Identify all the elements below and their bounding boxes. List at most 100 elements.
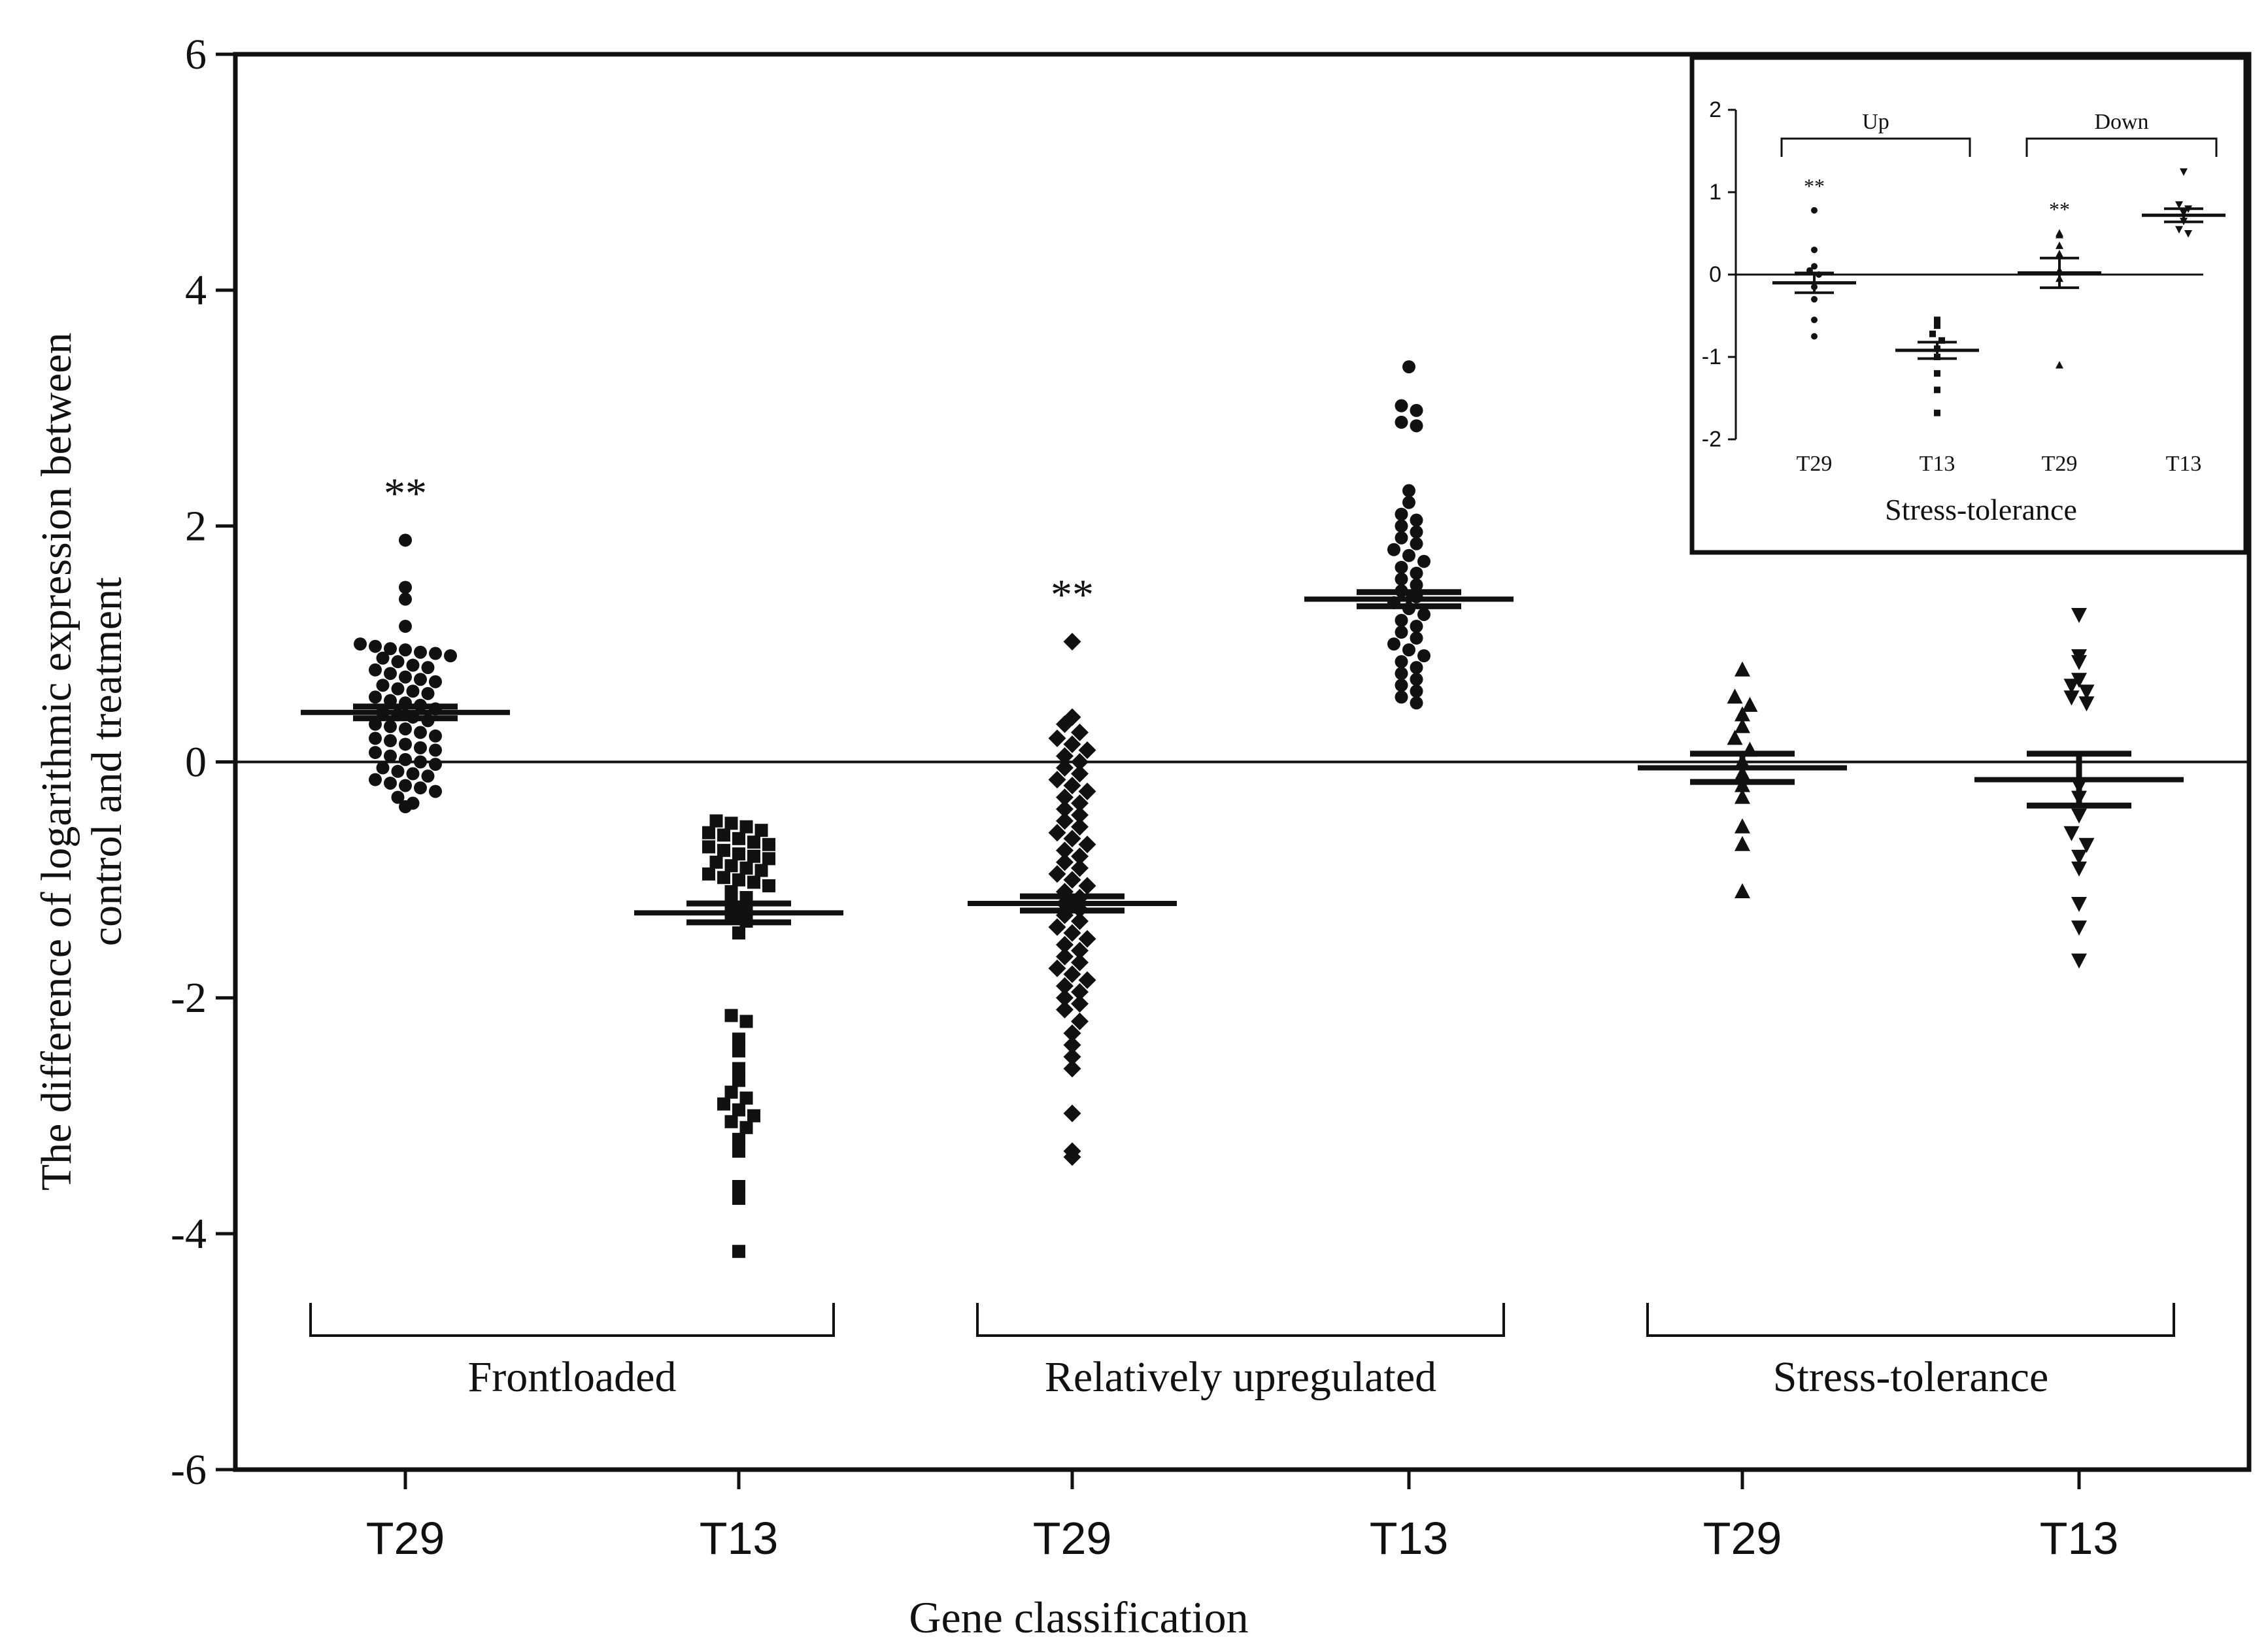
data-point	[1063, 1036, 1081, 1054]
data-point	[747, 1109, 760, 1122]
inset-plot: 2 1 0 -1 -2 T29 T13 T29 T13 Up Down ** ** Stress-tole…	[1689, 55, 2248, 555]
data-point	[717, 828, 730, 842]
inset-y-tick-label: 2	[1709, 97, 1721, 122]
data-point	[391, 655, 405, 669]
y-tick-label: -4	[171, 1210, 207, 1258]
data-point	[1735, 706, 1750, 722]
data-point	[1071, 953, 1089, 971]
data-point	[429, 743, 442, 757]
y-tick-label: 6	[185, 31, 207, 78]
data-point	[384, 667, 397, 681]
data-point	[1056, 936, 1074, 954]
inset-group-bracket	[1780, 137, 1971, 157]
data-point	[1402, 496, 1415, 509]
data-point	[732, 1032, 745, 1046]
data-point	[384, 749, 397, 763]
data-point	[391, 790, 405, 804]
data-point	[1735, 883, 1750, 898]
data-point	[414, 726, 427, 739]
data-point	[1395, 560, 1408, 574]
data-point	[1056, 715, 1074, 733]
data-point	[2071, 861, 2087, 877]
inset-data-point	[2056, 361, 2063, 369]
data-point	[1056, 988, 1074, 1007]
inset-data-point	[1934, 370, 1940, 377]
data-point	[739, 820, 753, 834]
y-tick-label: 2	[185, 502, 207, 550]
data-point	[1078, 971, 1096, 989]
data-point	[1395, 399, 1408, 413]
data-point	[444, 649, 457, 663]
inset-x-tick-label: T13	[1920, 452, 1955, 476]
data-point	[709, 855, 723, 869]
data-point	[1417, 607, 1430, 621]
data-point	[1402, 548, 1415, 562]
data-point	[414, 755, 427, 769]
data-point	[724, 1009, 738, 1022]
data-point	[1071, 723, 1089, 741]
data-point	[732, 1132, 745, 1146]
data-point	[754, 824, 768, 837]
inset-significance-label: **	[2049, 197, 2070, 221]
data-point	[376, 679, 390, 692]
inset-data-point	[1934, 322, 1940, 329]
data-point	[1056, 1000, 1074, 1019]
inset-data-point	[1811, 316, 1818, 324]
data-point	[1735, 835, 1750, 851]
data-point	[1727, 688, 1743, 704]
data-point	[384, 734, 397, 748]
data-point	[747, 835, 760, 849]
data-point	[754, 864, 768, 877]
data-point	[1395, 572, 1408, 586]
data-point	[1735, 661, 1750, 677]
data-point	[399, 800, 412, 814]
data-point	[1063, 1104, 1081, 1122]
data-point	[724, 885, 738, 898]
data-point	[732, 847, 745, 861]
data-point	[2071, 673, 2087, 688]
data-point	[1063, 1048, 1081, 1066]
data-point	[724, 859, 738, 873]
data-point	[1078, 783, 1096, 801]
data-point	[429, 675, 442, 688]
data-point	[2071, 920, 2087, 936]
data-point	[1410, 419, 1423, 433]
y-tick-label: -2	[171, 974, 207, 1022]
data-point	[1395, 531, 1408, 545]
inset-x-tick-label: T29	[1797, 452, 1833, 476]
inset-significance-label: **	[1804, 175, 1825, 198]
data-point	[1742, 696, 1758, 712]
data-point	[1048, 729, 1066, 747]
group-label: Stress-tolerance	[1773, 1353, 2049, 1401]
data-point	[1048, 865, 1066, 883]
x-tick-label: T29	[366, 1513, 445, 1564]
data-point	[717, 843, 730, 857]
data-point	[2071, 808, 2087, 824]
data-point	[391, 682, 405, 696]
data-point	[1395, 679, 1408, 692]
data-point	[1056, 800, 1074, 818]
data-point	[406, 684, 420, 698]
group-bracket	[1646, 1303, 2175, 1337]
data-point	[1410, 525, 1423, 539]
y-tick-label: -6	[171, 1446, 207, 1494]
inset-data-point	[2184, 230, 2192, 238]
data-point	[399, 592, 412, 606]
inset-data-point	[1938, 337, 1945, 344]
data-point	[724, 817, 738, 830]
data-point	[399, 722, 412, 735]
data-point	[1048, 918, 1066, 936]
data-point	[732, 1144, 745, 1158]
data-point	[391, 764, 405, 778]
data-point	[1410, 632, 1423, 645]
data-point	[399, 737, 412, 751]
inset-data-point	[1811, 207, 1818, 214]
data-point	[2071, 897, 2087, 912]
data-point	[1410, 684, 1423, 698]
x-axis-title: Gene classification	[909, 1593, 1248, 1642]
data-point	[1048, 771, 1066, 789]
data-point	[1071, 1012, 1089, 1030]
data-point	[406, 658, 420, 672]
data-point	[376, 761, 390, 775]
data-point	[762, 879, 775, 892]
